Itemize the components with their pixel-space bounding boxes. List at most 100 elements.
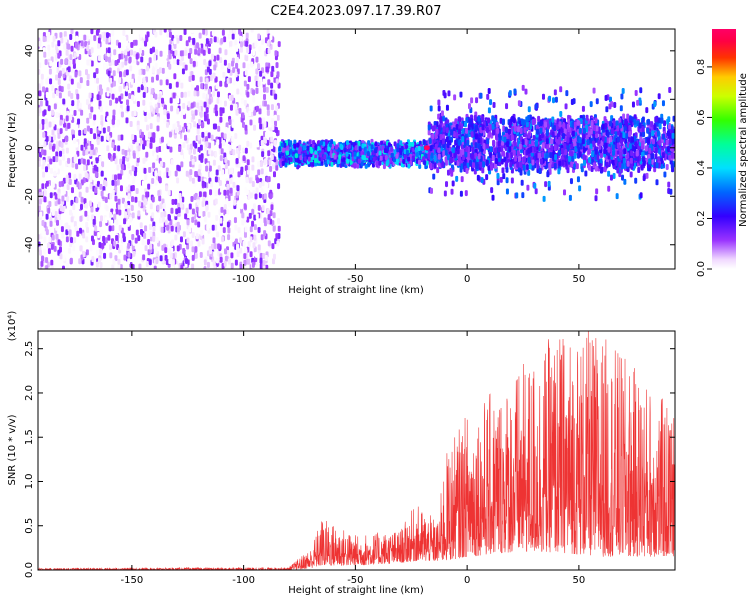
heatmap-cell xyxy=(151,67,155,74)
heatmap-cell xyxy=(80,196,84,203)
heatmap-cell xyxy=(69,209,73,216)
heatmap-cell xyxy=(90,228,94,235)
heatmap-cell xyxy=(224,248,228,255)
heatmap-cell xyxy=(44,59,48,66)
heatmap-cell xyxy=(619,105,623,112)
heatmap-cell xyxy=(93,35,97,42)
heatmap-cell xyxy=(76,230,80,237)
heatmap-cell xyxy=(333,154,337,160)
heatmap-cell xyxy=(115,218,119,225)
heatmap-cell xyxy=(89,183,93,190)
heatmap-cell xyxy=(239,263,243,269)
heatmap-cell xyxy=(487,87,491,94)
heatmap-cell xyxy=(62,188,66,195)
heatmap-cell xyxy=(83,198,87,205)
heatmap-cell xyxy=(517,156,521,163)
heatmap-cell xyxy=(90,143,94,150)
heatmap-cell xyxy=(229,40,233,47)
heatmap-cell xyxy=(200,261,204,268)
heatmap-cell xyxy=(246,216,250,223)
heatmap-cell xyxy=(58,159,62,166)
heatmap-cell xyxy=(107,56,111,63)
heatmap-cell xyxy=(89,128,93,135)
heatmap-cell xyxy=(174,264,178,269)
heatmap-cell xyxy=(459,91,463,98)
heatmap-cell xyxy=(144,40,148,47)
heatmap-cell xyxy=(220,186,224,193)
heatmap-cell xyxy=(218,142,222,149)
heatmap-cell xyxy=(263,137,267,144)
heatmap-cell xyxy=(269,165,273,172)
heatmap-cell xyxy=(200,206,204,213)
heatmap-cell xyxy=(226,29,230,35)
heatmap-cell xyxy=(243,231,247,238)
heatmap-cell xyxy=(215,83,219,90)
heatmap-cell xyxy=(75,163,79,170)
heatmap-cell xyxy=(236,88,240,95)
heatmap-cell xyxy=(78,191,82,198)
heatmap-cell xyxy=(149,203,153,210)
heatmap-cell xyxy=(259,252,263,259)
heatmap-cell xyxy=(69,34,73,41)
heatmap-cell xyxy=(267,150,271,157)
heatmap-cell xyxy=(219,116,223,123)
heatmap-cell xyxy=(124,49,128,56)
heatmap-cell xyxy=(299,155,303,161)
heatmap-cell xyxy=(176,177,180,184)
heatmap-cell xyxy=(612,120,616,127)
heatmap-cell xyxy=(244,226,248,233)
heatmap-cell xyxy=(176,59,180,66)
heatmap-cell xyxy=(258,181,262,188)
heatmap-cell xyxy=(259,257,263,264)
heatmap-cell xyxy=(240,97,244,104)
heatmap-cell xyxy=(242,121,246,128)
heatmap-cell xyxy=(50,259,54,266)
heatmap-cell xyxy=(99,166,103,173)
heatmap-cell xyxy=(142,68,146,75)
heatmap-cell xyxy=(270,143,274,150)
heatmap-cell xyxy=(107,126,111,133)
heatmap-cell xyxy=(39,249,43,256)
heatmap-cell xyxy=(246,91,250,98)
heatmap-cell xyxy=(270,136,274,143)
heatmap-cell xyxy=(107,152,111,159)
heatmap-cell xyxy=(268,121,272,128)
heatmap-cell xyxy=(169,146,173,153)
heatmap-cell xyxy=(429,105,433,112)
heatmap-cell xyxy=(151,76,155,83)
heatmap-cell xyxy=(78,70,82,77)
heatmap-cell xyxy=(260,188,264,195)
heatmap-cell xyxy=(227,234,231,241)
heatmap-cell xyxy=(86,80,90,87)
heatmap-cell xyxy=(50,243,54,250)
heatmap-cell xyxy=(241,112,245,119)
heatmap-cell xyxy=(203,265,207,269)
heatmap-cell xyxy=(126,220,130,227)
heatmap-cell xyxy=(152,132,156,139)
heatmap-cell xyxy=(236,251,240,258)
heatmap-cell xyxy=(246,63,250,70)
heatmap-cell xyxy=(122,156,126,163)
heatmap-cell xyxy=(232,181,236,188)
heatmap-cell xyxy=(145,261,149,268)
heatmap-cell xyxy=(53,66,57,73)
heatmap-cell xyxy=(283,142,287,148)
heatmap-cell xyxy=(255,213,259,220)
heatmap-cell xyxy=(275,105,279,112)
heatmap-cell xyxy=(66,195,70,202)
heatmap-cell xyxy=(310,148,314,154)
heatmap-cell xyxy=(85,249,89,256)
heatmap-cell xyxy=(196,42,200,49)
heatmap-cell xyxy=(646,127,650,134)
heatmap-cell xyxy=(255,105,259,112)
heatmap-cell xyxy=(384,155,388,161)
heatmap-cell xyxy=(252,89,256,96)
heatmap-cell xyxy=(92,119,96,126)
heatmap-cell xyxy=(142,77,146,84)
heatmap-cell xyxy=(44,118,48,125)
heatmap-cell xyxy=(196,85,200,92)
heatmap-cell xyxy=(199,76,203,83)
heatmap-cell xyxy=(65,135,69,142)
heatmap-cell xyxy=(98,100,102,107)
heatmap-cell xyxy=(270,71,274,78)
